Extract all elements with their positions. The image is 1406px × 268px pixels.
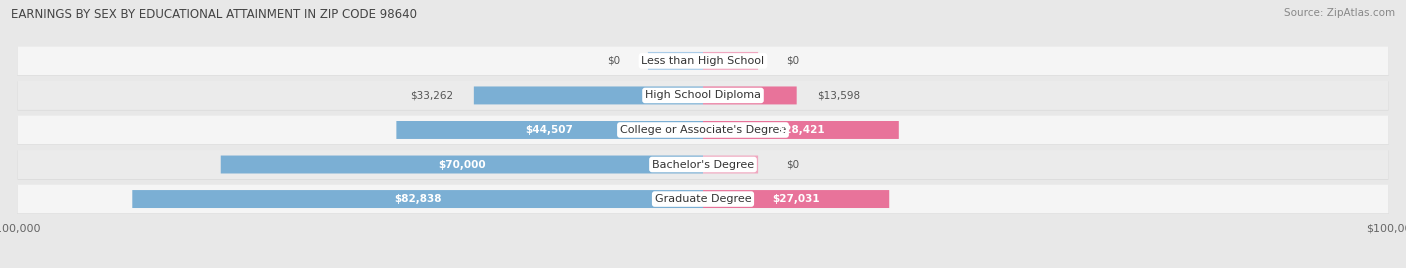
FancyBboxPatch shape	[703, 155, 758, 173]
Text: $0: $0	[607, 56, 620, 66]
FancyBboxPatch shape	[703, 87, 797, 105]
Text: Source: ZipAtlas.com: Source: ZipAtlas.com	[1284, 8, 1395, 18]
Text: College or Associate's Degree: College or Associate's Degree	[620, 125, 786, 135]
Text: High School Diploma: High School Diploma	[645, 90, 761, 100]
Text: $82,838: $82,838	[394, 194, 441, 204]
Text: Graduate Degree: Graduate Degree	[655, 194, 751, 204]
Text: $0: $0	[786, 159, 799, 170]
Text: $27,031: $27,031	[772, 194, 820, 204]
Text: $13,598: $13,598	[817, 90, 860, 100]
FancyBboxPatch shape	[17, 150, 1389, 179]
Text: $44,507: $44,507	[526, 125, 574, 135]
Text: $0: $0	[786, 56, 799, 66]
FancyBboxPatch shape	[648, 52, 703, 70]
FancyBboxPatch shape	[17, 47, 1389, 76]
FancyBboxPatch shape	[17, 81, 1389, 110]
FancyBboxPatch shape	[17, 116, 1389, 145]
Text: EARNINGS BY SEX BY EDUCATIONAL ATTAINMENT IN ZIP CODE 98640: EARNINGS BY SEX BY EDUCATIONAL ATTAINMEN…	[11, 8, 418, 21]
FancyBboxPatch shape	[17, 81, 1389, 110]
FancyBboxPatch shape	[703, 190, 889, 208]
FancyBboxPatch shape	[396, 121, 703, 139]
Text: $28,421: $28,421	[778, 125, 825, 135]
FancyBboxPatch shape	[474, 87, 703, 105]
FancyBboxPatch shape	[17, 185, 1389, 214]
Text: Bachelor's Degree: Bachelor's Degree	[652, 159, 754, 170]
Text: $33,262: $33,262	[411, 90, 453, 100]
FancyBboxPatch shape	[703, 52, 758, 70]
Text: Less than High School: Less than High School	[641, 56, 765, 66]
FancyBboxPatch shape	[17, 185, 1389, 214]
FancyBboxPatch shape	[17, 116, 1389, 144]
Text: $70,000: $70,000	[439, 159, 485, 170]
FancyBboxPatch shape	[221, 155, 703, 173]
FancyBboxPatch shape	[17, 150, 1389, 179]
FancyBboxPatch shape	[132, 190, 703, 208]
FancyBboxPatch shape	[17, 46, 1389, 75]
FancyBboxPatch shape	[703, 121, 898, 139]
